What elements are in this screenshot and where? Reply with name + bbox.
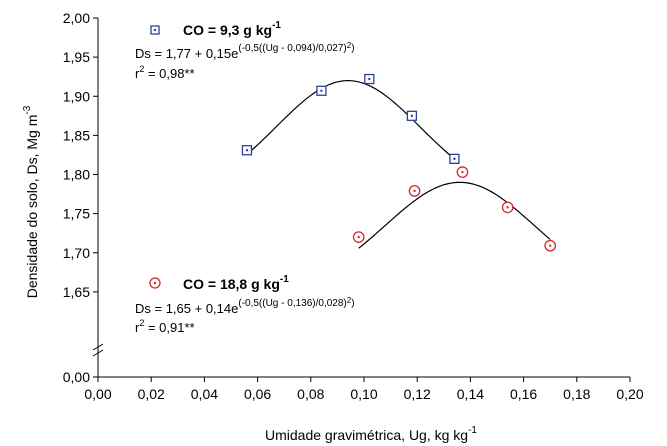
x-tick-label: 0,16 xyxy=(510,386,537,402)
axis-break-icon xyxy=(92,343,104,357)
x-ticks: 0,00 0,02 0,04 0,06 0,08 0,10 0,12 0,14 0,16 0,18… xyxy=(84,377,644,402)
y-tick-label: 0,00 xyxy=(63,369,90,385)
fit-curve-co-9-3 xyxy=(246,79,455,160)
y-ticks: 0,00 1,65 1,70 1,75 1,80 1,85 1,90 1,95 2,00 xyxy=(63,10,98,385)
data-point xyxy=(352,231,365,243)
x-tick-label: 0,14 xyxy=(457,386,484,402)
y-tick-label: 1,70 xyxy=(63,245,90,261)
y-tick-label: 1,80 xyxy=(63,167,90,183)
x-tick-label: 0,04 xyxy=(191,386,218,402)
r-squared: r2 = 0,91** xyxy=(135,318,195,335)
equation-exponent-square: 2 xyxy=(347,41,352,50)
legend-square-marker-icon xyxy=(150,25,160,35)
r-squared-superscript: 2 xyxy=(139,318,144,328)
y-axis-title-main: Densidade do solo, Ds, Mg m xyxy=(24,115,40,299)
x-tick-label: 0,02 xyxy=(138,386,165,402)
equation-exponent: (-0,5((Ug - 0,094)/0,027) xyxy=(238,43,346,54)
y-tick-label: 1,65 xyxy=(63,284,90,300)
r-squared: r2 = 0,98** xyxy=(135,64,195,81)
legend-co-18-8: CO = 18,8 g kg-1 Ds = 1,65 + 0,14e(-0,5(… xyxy=(135,274,355,335)
data-point xyxy=(449,153,460,165)
series-co-9-3-points xyxy=(241,73,460,165)
fit-curve-co-18-8 xyxy=(358,181,551,249)
data-point xyxy=(364,73,375,85)
equation-exponent-square: 2 xyxy=(347,296,352,305)
r-squared-prefix: r xyxy=(135,66,140,81)
x-tick-label: 0,20 xyxy=(616,386,643,402)
data-point xyxy=(406,110,418,121)
legend-co-9-3: CO = 9,3 g kg-1 Ds = 1,77 + 0,15e(-0,5((… xyxy=(135,20,355,81)
legend-label-main: CO = 18,8 g kg xyxy=(183,276,280,292)
y-axis-title-superscript: -3 xyxy=(22,105,33,114)
r-squared-prefix: r xyxy=(135,320,140,335)
x-tick-label: 0,06 xyxy=(244,386,271,402)
legend-label-superscript: -1 xyxy=(280,274,289,285)
data-point xyxy=(241,145,253,156)
x-tick-label: 0,12 xyxy=(404,386,431,402)
y-tick-label: 1,75 xyxy=(63,206,90,222)
data-point xyxy=(456,166,469,179)
x-tick-label: 0,10 xyxy=(350,386,377,402)
x-axis-title-main: Umidade gravimétrica, Ug, kg kg xyxy=(265,427,468,443)
data-point xyxy=(408,185,421,197)
x-axis-title: Umidade gravimétrica, Ug, kg kg-1 xyxy=(265,425,477,443)
legend-label-main: CO = 9,3 g kg xyxy=(183,22,272,38)
y-tick-label: 2,00 xyxy=(63,10,90,26)
equation-close: ) xyxy=(351,298,354,309)
equation-main: Ds = 1,77 + 0,15e xyxy=(135,46,238,61)
equation-close: ) xyxy=(351,43,354,54)
y-tick-label: 1,90 xyxy=(63,88,90,104)
legend-label-superscript: -1 xyxy=(272,20,281,31)
legend-circle-marker-icon xyxy=(149,277,161,289)
x-axis-title-superscript: -1 xyxy=(468,425,477,436)
x-tick-label: 0,00 xyxy=(84,386,111,402)
equation: Ds = 1,65 + 0,14e(-0,5((Ug - 0,136)/0,02… xyxy=(135,296,355,316)
legend-label: CO = 18,8 g kg-1 xyxy=(183,274,289,292)
data-point xyxy=(501,201,514,214)
equation-exponent: (-0,5((Ug - 0,136)/0,028) xyxy=(238,298,346,309)
r-squared-superscript: 2 xyxy=(139,64,144,74)
equation-main: Ds = 1,65 + 0,14e xyxy=(135,301,238,316)
equation: Ds = 1,77 + 0,15e(-0,5((Ug - 0,094)/0,02… xyxy=(135,41,355,61)
y-axis-title: Densidade do solo, Ds, Mg m-3 xyxy=(22,105,40,298)
x-tick-label: 0,08 xyxy=(297,386,324,402)
legend-label: CO = 9,3 g kg-1 xyxy=(183,20,281,38)
data-point xyxy=(316,85,327,96)
y-tick-label: 1,85 xyxy=(63,127,90,143)
data-point xyxy=(544,239,557,252)
r-squared-value: = 0,98** xyxy=(144,66,194,81)
y-tick-label: 1,95 xyxy=(63,49,90,65)
x-tick-label: 0,18 xyxy=(563,386,590,402)
r-squared-value: = 0,91** xyxy=(144,320,194,335)
series-co-18-8-points xyxy=(352,166,557,252)
